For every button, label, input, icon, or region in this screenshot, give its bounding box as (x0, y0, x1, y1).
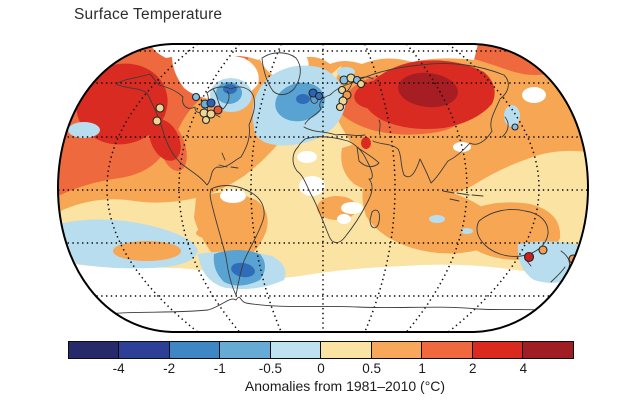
station-dot (511, 123, 519, 131)
colorbar-segment (521, 341, 574, 359)
station-dots (152, 73, 578, 264)
colorbar-segments (68, 341, 574, 359)
coastlines (89, 52, 570, 317)
station-dot (155, 103, 165, 113)
colorbar-tick-label: -2 (163, 361, 176, 376)
colorbar-segment (269, 341, 322, 359)
station-dot (152, 116, 162, 126)
colorbar-tick-label: 0 (317, 361, 325, 376)
station-dot (201, 115, 211, 125)
station-dot (564, 90, 574, 100)
colorbar-tick-label: -0.5 (258, 361, 283, 376)
station-dot (213, 105, 223, 115)
colorbar-tick-label: 1 (418, 361, 426, 376)
colorbar-segment (471, 341, 524, 359)
station-dot (523, 251, 535, 263)
colorbar-segment (320, 341, 373, 359)
anomaly-field (58, 44, 588, 332)
colorbar-ticks: -4 -2 -1 -0.5 0 0.5 1 2 4 (68, 361, 574, 377)
colorbar-segment (168, 341, 221, 359)
colorbar-tick-label: -1 (213, 361, 226, 376)
colorbar-segment (370, 341, 423, 359)
station-dot (335, 102, 345, 112)
anomaly-southern-orange-patches (113, 227, 230, 261)
colorbar-segment (421, 341, 474, 359)
station-dot (314, 91, 324, 101)
colorbar-tick-label: -4 (112, 361, 125, 376)
colorbar-tick-label: 2 (469, 361, 477, 376)
colorbar-caption: Anomalies from 1981–2010 (°C) (244, 378, 446, 394)
colorbar-segment (219, 341, 272, 359)
station-dot (206, 98, 216, 108)
station-dot (337, 85, 347, 95)
station-dot (191, 92, 201, 102)
colorbar-tick-label: 0.5 (362, 361, 381, 376)
map-border (56, 43, 590, 333)
station-dot (538, 245, 548, 255)
colorbar-segment (68, 341, 121, 359)
station-dot (356, 79, 366, 89)
no-data-regions (58, 44, 588, 332)
page-title: Surface Temperature (74, 6, 223, 23)
station-dot (206, 109, 216, 119)
colorbar-segment (118, 341, 171, 359)
anomaly-dark-red-core (398, 72, 458, 108)
colorbar-tick-label: 4 (519, 361, 528, 376)
